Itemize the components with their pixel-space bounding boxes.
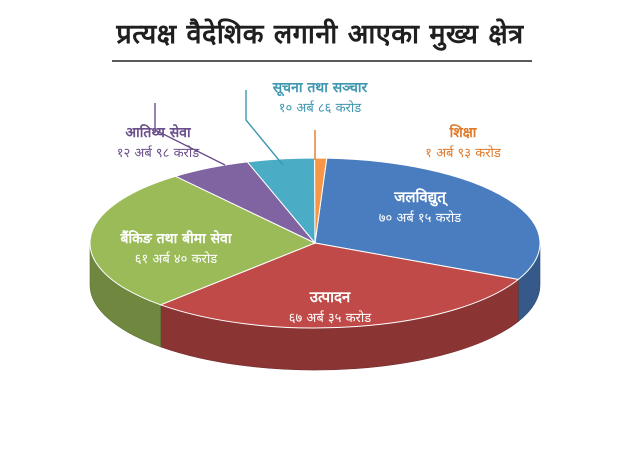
pie-slice-1 xyxy=(159,242,520,329)
slice-name-label: शिक्षा xyxy=(449,124,478,141)
pie-slice-0 xyxy=(314,157,541,280)
pie-slice-2 xyxy=(89,175,317,306)
label-leader-lines xyxy=(154,90,316,166)
slice-name-label: जलविद्युत् xyxy=(393,188,449,207)
slice-value-label: १० अर्ब ८६ करोड xyxy=(279,100,362,116)
pie-slices xyxy=(89,157,541,329)
slice-name-label: आतिथ्य सेवा xyxy=(125,124,192,141)
slice-name-label: उत्पादन xyxy=(309,288,351,306)
slice-name-label: बैंकिङ तथा बीमा सेवा xyxy=(120,230,233,247)
slice-value-label: १ अर्ब ९३ करोड xyxy=(425,145,502,161)
title-underline xyxy=(112,60,532,62)
leader-line-3 xyxy=(154,103,226,166)
leader-line-4 xyxy=(245,90,284,166)
chart-title: प्रत्यक्ष वैदेशिक लगानी आएका मुख्य क्षेत… xyxy=(116,19,524,50)
slice-value-label: ६१ अर्ब ४० करोड xyxy=(135,251,218,267)
slice-value-label: १२ अर्ब ९८ करोड xyxy=(117,145,200,161)
slice-labels: जलविद्युत् ७० अर्ब १५ करोड उत्पादन ६७ अर्ब … xyxy=(117,80,502,326)
slice-value-label: ७० अर्ब १५ करोड xyxy=(379,210,462,226)
slice-name-label: सूचना तथा सञ्चार xyxy=(272,80,369,97)
slice-value-label: ६७ अर्ब ३५ करोड xyxy=(289,310,372,326)
